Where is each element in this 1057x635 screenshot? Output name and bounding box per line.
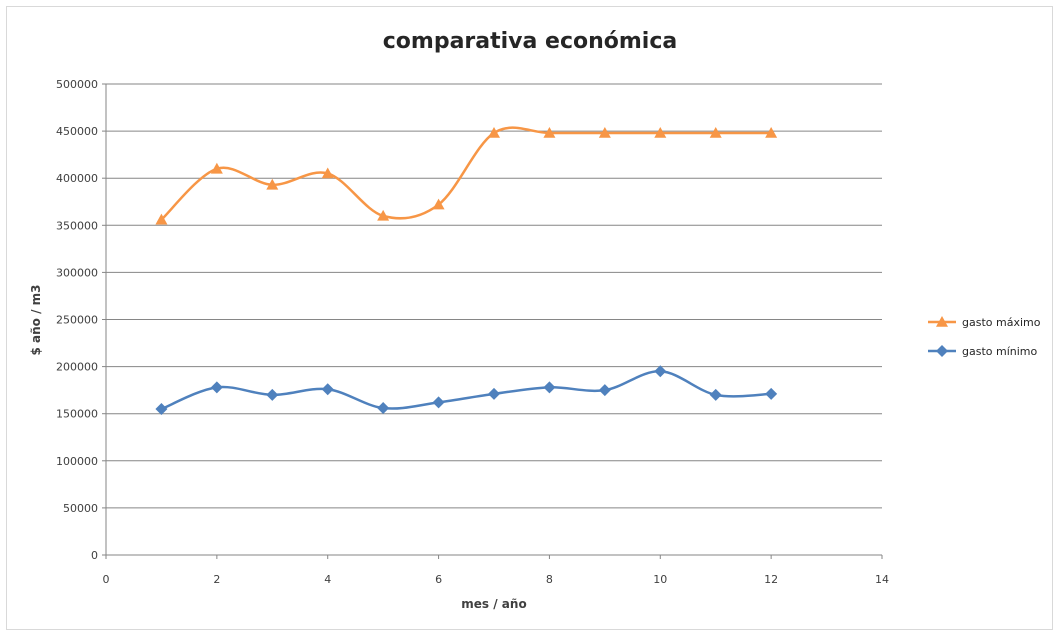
axes	[102, 83, 883, 559]
legend-marker	[936, 316, 948, 327]
data-point	[432, 198, 445, 210]
data-point	[709, 126, 722, 138]
series-group	[155, 126, 778, 415]
series-2	[155, 365, 778, 415]
y-tick-label: 50000	[63, 502, 98, 515]
data-point	[765, 387, 778, 400]
y-tick-label: 500000	[56, 78, 98, 91]
data-point	[266, 388, 279, 401]
data-point	[709, 388, 722, 401]
legend: gasto máximo gasto mínimo	[928, 316, 1041, 358]
y-tick-label: 100000	[56, 455, 98, 468]
data-point	[598, 384, 611, 397]
y-tick-label: 150000	[56, 408, 98, 421]
data-point	[321, 383, 334, 396]
y-tick-label: 450000	[56, 125, 98, 138]
data-point	[210, 381, 223, 394]
x-tick-label: 2	[213, 573, 220, 586]
data-point	[210, 162, 223, 174]
data-point	[654, 126, 667, 138]
x-axis-title: mes / año	[461, 597, 526, 611]
x-tick-label: 12	[764, 573, 778, 586]
gridlines	[106, 83, 882, 509]
legend-label: gasto mínimo	[962, 345, 1038, 358]
data-point	[155, 213, 168, 225]
data-point	[321, 167, 334, 179]
data-point	[155, 402, 168, 415]
data-point	[266, 178, 279, 190]
y-tick-label: 0	[91, 549, 98, 562]
chart-frame	[6, 6, 1053, 630]
x-tick-label: 14	[875, 573, 889, 586]
data-point	[765, 126, 778, 138]
y-tick-label: 200000	[56, 361, 98, 374]
y-tick-labels: 0 50000 100000 150000 200000 250000 300000 3500…	[56, 78, 98, 562]
data-point	[432, 396, 445, 409]
series-1	[155, 126, 778, 225]
data-point	[654, 365, 667, 378]
x-tick-label: 8	[546, 573, 553, 586]
data-point	[488, 387, 500, 400]
y-tick-label: 350000	[56, 219, 98, 232]
x-tick-labels: 0 2 4 6 8 10 12 14	[103, 573, 890, 586]
x-tick-label: 0	[103, 573, 110, 586]
legend-marker	[936, 345, 948, 357]
y-tick-label: 250000	[56, 314, 98, 327]
y-tick-label: 300000	[56, 266, 98, 279]
series-line	[160, 126, 772, 221]
x-tick-label: 6	[435, 573, 442, 586]
data-point	[488, 126, 500, 138]
series-line	[160, 370, 772, 411]
x-tick-label: 4	[324, 573, 331, 586]
legend-item: gasto máximo	[928, 316, 1041, 329]
chart-title: comparativa económica	[383, 29, 677, 54]
legend-item: gasto mínimo	[928, 345, 1038, 358]
y-axis-title: $ año / m3	[29, 284, 43, 355]
legend-label: gasto máximo	[962, 316, 1041, 329]
data-point	[543, 381, 556, 394]
data-point	[377, 402, 390, 415]
data-point	[377, 209, 390, 221]
data-point	[543, 126, 556, 138]
data-point	[598, 126, 611, 138]
x-tick-label: 10	[653, 573, 667, 586]
y-tick-label: 400000	[56, 172, 98, 185]
